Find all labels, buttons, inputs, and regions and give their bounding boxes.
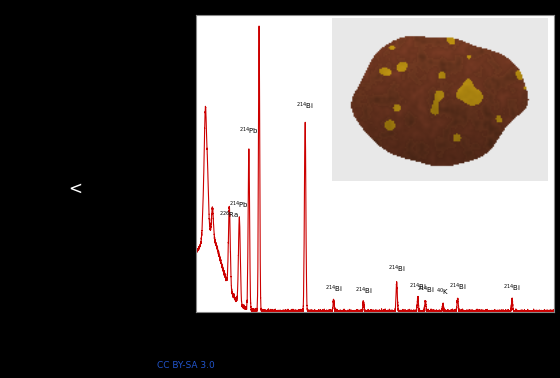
- Text: $^{214}$Bi: $^{214}$Bi: [296, 100, 314, 112]
- Text: $^{214}$Bi: $^{214}$Bi: [417, 284, 434, 296]
- Text: $^{226}$Ra: $^{226}$Ra: [220, 210, 239, 222]
- Text: $^{40}$K: $^{40}$K: [436, 287, 450, 298]
- Y-axis label: [Counts]: [Counts]: [147, 139, 157, 187]
- Text: CC BY-SA 3.0: CC BY-SA 3.0: [157, 361, 214, 370]
- Text: <: <: [69, 180, 83, 198]
- Text: $^{214}$Bi: $^{214}$Bi: [325, 284, 343, 295]
- Text: Gamma-ray energy spectrum of uranium ore (inset). Gamma-rays are emitted by deca: Gamma-ray energy spectrum of uranium ore…: [157, 327, 560, 336]
- Text: $^{214}$Pb: $^{214}$Pb: [249, 7, 269, 18]
- Text: $^{214}$Pb: $^{214}$Pb: [239, 125, 259, 137]
- Text: $^{214}$Bi: $^{214}$Bi: [449, 281, 466, 293]
- X-axis label: [KeV]: [KeV]: [360, 335, 390, 345]
- Text: $^{214}$Bi: $^{214}$Bi: [503, 283, 521, 294]
- Text: $^{214}$Pb: $^{214}$Pb: [230, 200, 249, 211]
- Text: $^{214}$Bi: $^{214}$Bi: [354, 286, 372, 297]
- Text: $^{214}$Bi: $^{214}$Bi: [409, 281, 427, 293]
- Text: $^{214}$Bi: $^{214}$Bi: [388, 263, 405, 275]
